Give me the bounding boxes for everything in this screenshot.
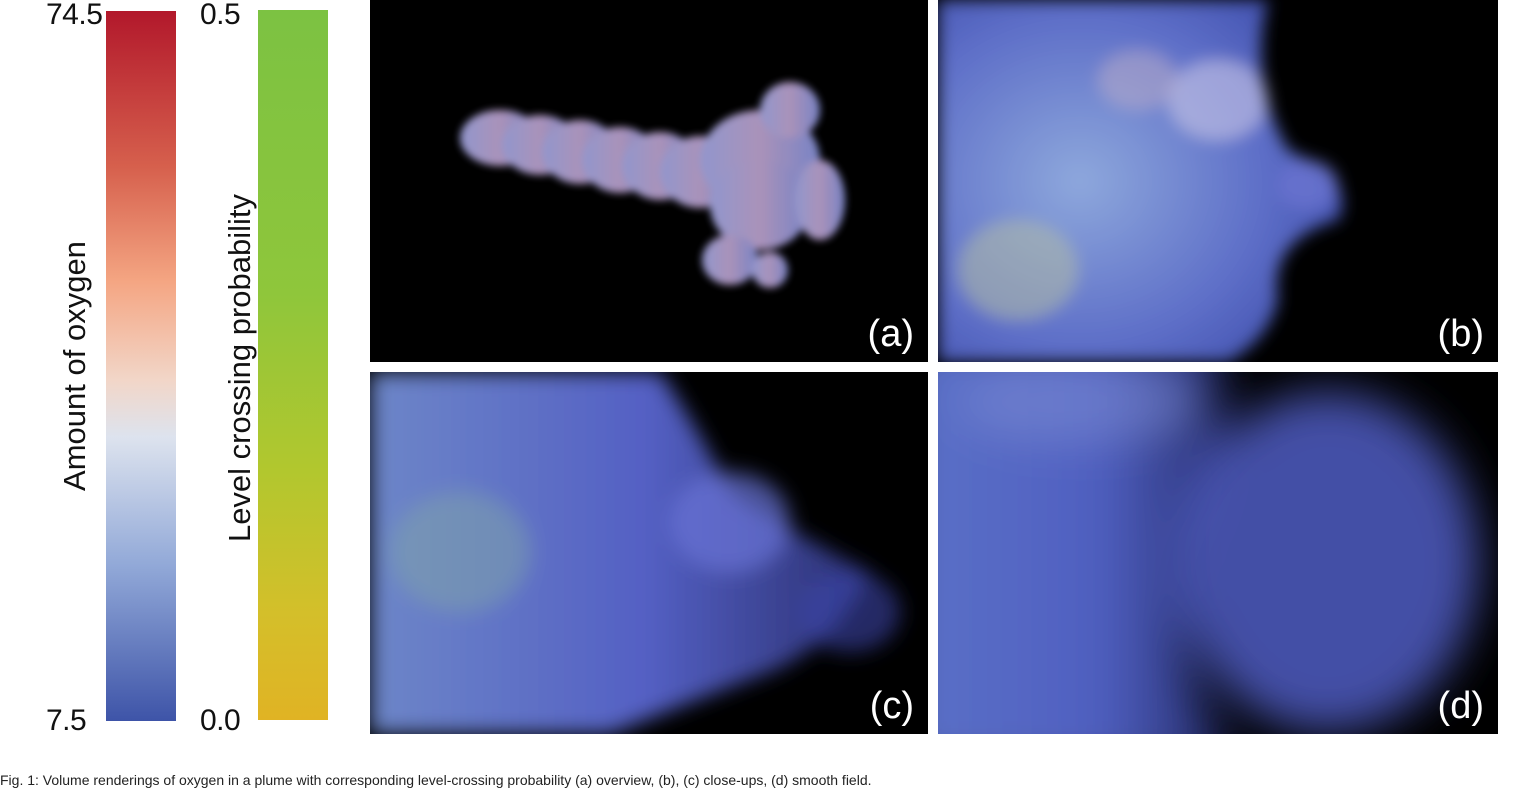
panel-a: (a) xyxy=(370,0,928,362)
plume-overview-render: (a) xyxy=(460,82,914,355)
oxygen-min-tick: 7.5 xyxy=(46,704,87,737)
probability-axis-label: Level crossing probability xyxy=(222,193,257,543)
oxygen-colorbar xyxy=(106,11,176,721)
panel-d: (d) xyxy=(938,372,1498,734)
smooth-field-render: (d) xyxy=(938,372,1484,734)
oxygen-max-tick: 74.5 xyxy=(46,0,103,31)
probability-colorbar xyxy=(258,10,328,720)
oxygen-axis-label: Amount of oxygen xyxy=(57,241,92,491)
panel-b-label: (b) xyxy=(1438,313,1484,355)
probability-max-tick: 0.5 xyxy=(200,0,241,31)
panel-a-label: (a) xyxy=(868,313,914,355)
figure-caption: Fig. 1: Volume renderings of oxygen in a… xyxy=(0,772,872,788)
closeup-b-render: (b) xyxy=(938,0,1484,362)
panel-d-label: (d) xyxy=(1438,685,1484,727)
panel-c: (c) xyxy=(370,372,928,734)
panel-c-label: (c) xyxy=(870,685,914,727)
probability-min-tick: 0.0 xyxy=(200,704,241,737)
closeup-c-render: (c) xyxy=(370,372,914,734)
panel-b: (b) xyxy=(938,0,1498,362)
